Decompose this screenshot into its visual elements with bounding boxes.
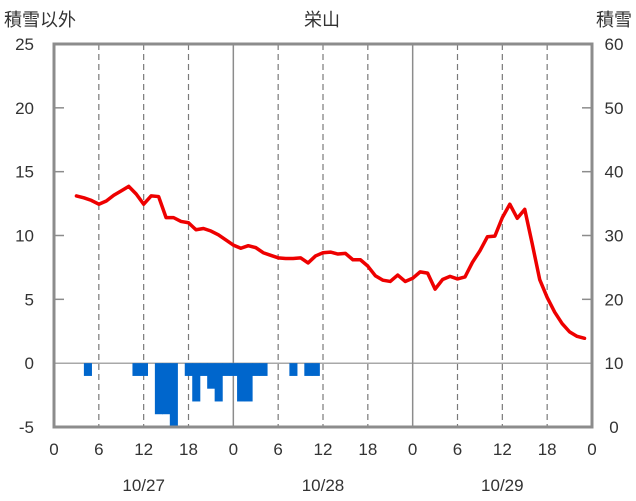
left-tick-label: 25: [15, 35, 34, 54]
left-tick-label: -5: [19, 418, 34, 437]
bar: [311, 363, 320, 376]
bar: [169, 363, 178, 427]
bar: [207, 363, 216, 389]
bar: [132, 363, 141, 376]
plot-frame: [52, 42, 594, 429]
date-labels: 10/27 10/28 10/29: [122, 476, 523, 495]
bar: [252, 363, 261, 376]
x-tick-label: 0: [587, 440, 596, 459]
right-axis-ticks: 60 50 40 30 20 10 0: [605, 35, 624, 437]
bar: [222, 363, 231, 376]
bar: [192, 363, 201, 402]
chart-title: 栄山: [304, 10, 340, 30]
left-tick-label: 5: [25, 290, 34, 309]
date-label: 10/29: [481, 476, 524, 495]
right-tick-label: 10: [605, 354, 624, 373]
right-tick-label: 50: [605, 99, 624, 118]
bar: [237, 363, 246, 402]
bar: [289, 363, 298, 376]
bar: [154, 363, 163, 415]
x-tick-label: 0: [408, 440, 417, 459]
right-tick-label: 30: [605, 227, 624, 246]
bar: [199, 363, 208, 376]
right-tick-label: 0: [609, 418, 618, 437]
right-tick-label: 60: [605, 35, 624, 54]
bar: [214, 363, 223, 402]
bar: [259, 363, 268, 376]
right-tick-label: 20: [605, 290, 624, 309]
bar: [229, 363, 238, 376]
bar: [244, 363, 253, 402]
left-tick-label: 10: [15, 227, 34, 246]
bar: [304, 363, 313, 376]
x-tick-label: 12: [314, 440, 333, 459]
x-tick-label: 6: [94, 440, 103, 459]
bar-series: [83, 363, 320, 427]
bar: [83, 363, 92, 376]
date-label: 10/27: [122, 476, 165, 495]
x-tick-label: 6: [273, 440, 282, 459]
series-line: [74, 184, 587, 341]
right-axis-title: 積雪: [596, 10, 632, 30]
date-label: 10/28: [302, 476, 345, 495]
left-tick-label: 15: [15, 163, 34, 182]
left-axis-title: 積雪以外: [4, 10, 76, 30]
x-tick-label: 6: [453, 440, 462, 459]
x-tick-label: 0: [229, 440, 238, 459]
x-tick-label: 18: [358, 440, 377, 459]
line-series: [74, 184, 587, 341]
left-axis-ticks: 25 20 15 10 5 0 -5: [15, 35, 34, 437]
bar: [139, 363, 149, 376]
right-tick-label: 40: [605, 163, 624, 182]
bar: [184, 363, 193, 376]
x-tick-label: 12: [134, 440, 153, 459]
x-tick-label: 18: [179, 440, 198, 459]
x-axis-ticks: 0 6 12 18 0 6 12 18 0 6 12 18 0: [49, 440, 596, 459]
bar: [162, 363, 171, 415]
x-tick-label: 12: [493, 440, 512, 459]
left-tick-label: 20: [15, 99, 34, 118]
x-tick-label: 0: [49, 440, 58, 459]
x-tick-label: 18: [538, 440, 557, 459]
left-tick-label: 0: [25, 354, 34, 373]
